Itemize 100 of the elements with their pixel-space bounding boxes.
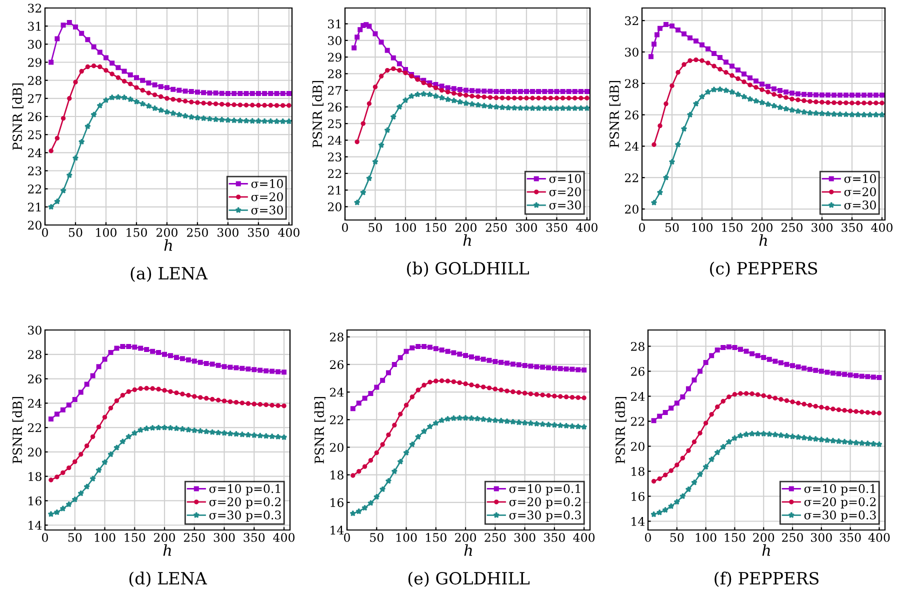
x-tick-label: 250 — [782, 532, 803, 542]
y-tick-label: 16 — [632, 492, 644, 501]
y-tick-label: 24 — [28, 148, 42, 158]
y-tick-label: 26 — [28, 112, 42, 122]
y-tick-label: 31 — [328, 20, 341, 28]
x-tick-label: 350 — [842, 222, 862, 232]
legend-label: σ=10 — [251, 179, 283, 188]
y-tick-label: 28 — [28, 76, 42, 85]
y-tick-label: 21 — [28, 202, 41, 212]
text: (a) LENA — [130, 266, 208, 282]
y-tick-label: 20 — [328, 202, 342, 212]
y-tick-label: 30 — [625, 48, 638, 57]
x-tick-label: 150 — [426, 532, 446, 542]
y-tick-label: 29 — [28, 58, 42, 67]
x-tick-label: 100 — [692, 222, 712, 232]
legend-label: σ=20 p=0.2 — [209, 497, 281, 509]
x-tick-label: 200 — [752, 222, 772, 232]
x-axis-title: h — [164, 239, 172, 251]
text: (d) LENA — [129, 572, 208, 587]
y-tick-label: 26 — [28, 374, 42, 384]
x-tick-label: 250 — [187, 228, 208, 237]
x-tick-label: 150 — [124, 532, 146, 542]
y-tick-label: 22 — [631, 416, 644, 426]
y-tick-label: 26 — [631, 366, 644, 376]
text: (f) PEPPERS — [714, 572, 818, 587]
y-tick-label: 14 — [28, 520, 42, 530]
x-axis-title: h — [163, 544, 172, 556]
legend-label: σ=30 — [844, 200, 876, 210]
y-tick-label: 14 — [330, 526, 344, 534]
x-tick-label: 250 — [486, 222, 507, 232]
y-tick-label: 32 — [625, 16, 638, 26]
y-tick-label: 18 — [632, 466, 644, 476]
x-tick-label: 50 — [670, 532, 684, 542]
y-tick-label: 24 — [631, 392, 645, 401]
x-tick-label: 50 — [368, 222, 382, 232]
y-tick-label: 20 — [625, 204, 638, 214]
legend-label: σ=10 — [549, 174, 581, 184]
y-tick-label: 30 — [28, 40, 42, 49]
y-axis-title: PSNR [dB] — [12, 396, 24, 464]
y-tick-label: 22 — [625, 173, 638, 182]
y-tick-label: 27 — [328, 86, 342, 95]
x-tick-label: 350 — [248, 228, 269, 237]
y-tick-label: 16 — [28, 496, 42, 506]
y-tick-label: 26 — [625, 110, 638, 120]
y-tick-label: 24 — [330, 388, 344, 397]
legend-label: σ=20 p=0.2 — [509, 497, 581, 509]
y-tick-label: 32 — [28, 4, 42, 13]
text: (e) GOLDHILL — [408, 572, 530, 587]
x-tick-label: 50 — [665, 222, 679, 232]
y-tick-label: 25 — [328, 119, 342, 128]
x-tick-label: 200 — [455, 532, 476, 542]
y-tick-label: 21 — [328, 186, 341, 195]
x-tick-label: 400 — [278, 228, 300, 237]
y-axis-title: PSNR [dB] — [312, 80, 324, 148]
x-tick-label: 300 — [214, 532, 235, 542]
x-tick-label: 0 — [344, 532, 350, 542]
x-tick-label: 100 — [94, 532, 116, 542]
x-tick-label: 200 — [156, 228, 178, 237]
legend-label: σ=20 — [844, 187, 876, 196]
y-tick-label: 28 — [631, 342, 644, 351]
x-tick-label: 300 — [514, 532, 536, 542]
y-tick-label: 28 — [28, 350, 42, 360]
legend-label: σ=30 p=0.3 — [209, 510, 281, 522]
x-tick-label: 350 — [546, 222, 568, 232]
x-tick-label: 0 — [42, 532, 48, 542]
y-tick-label: 24 — [328, 136, 342, 145]
x-tick-label: 150 — [426, 222, 446, 232]
x-tick-label: 250 — [184, 532, 205, 542]
y-tick-label: 16 — [330, 498, 344, 508]
x-tick-label: 100 — [396, 222, 416, 232]
x-axis-title: h — [463, 234, 472, 246]
y-tick-label: 31 — [28, 22, 41, 31]
legend-label: σ=10 p=0.1 — [209, 484, 280, 496]
x-tick-label: 50 — [68, 532, 82, 542]
y-tick-label: 29 — [328, 52, 342, 62]
y-tick-label: 20 — [28, 220, 42, 230]
y-tick-label: 22 — [328, 169, 342, 178]
text: (b) GOLDHILL — [407, 262, 529, 277]
x-tick-label: 400 — [573, 532, 595, 542]
x-tick-label: 350 — [544, 532, 565, 542]
y-tick-label: 20 — [631, 442, 644, 451]
x-tick-label: 200 — [456, 222, 476, 232]
x-tick-label: 350 — [840, 532, 861, 542]
y-tick-label: 30 — [28, 326, 42, 335]
x-axis-title: h — [762, 544, 770, 556]
x-tick-label: 200 — [154, 532, 175, 542]
y-tick-label: 24 — [28, 398, 42, 408]
x-tick-label: 100 — [96, 228, 116, 237]
legend-label: σ=10 p=0.1 — [509, 484, 580, 496]
x-tick-label: 150 — [126, 228, 147, 237]
legend-label: σ=20 — [251, 192, 283, 202]
x-tick-label: 250 — [484, 532, 506, 542]
y-axis-title: PSNR [dB] — [609, 80, 620, 148]
legend-label: σ=30 p=0.3 — [804, 510, 876, 522]
x-tick-label: 150 — [722, 222, 742, 232]
y-tick-label: 27 — [28, 94, 42, 103]
x-tick-label: 400 — [868, 532, 890, 542]
y-axis-title: PSNR [dB] — [314, 396, 326, 464]
x-tick-label: 0 — [645, 532, 651, 542]
legend-label: σ=20 — [549, 187, 581, 196]
